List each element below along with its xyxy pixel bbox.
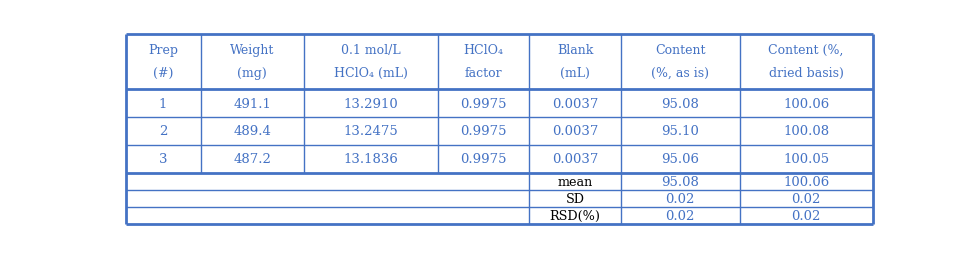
Text: Prep: Prep	[148, 43, 178, 56]
Text: 1: 1	[159, 97, 168, 110]
Text: 13.2475: 13.2475	[344, 125, 398, 138]
Text: 0.02: 0.02	[792, 192, 821, 205]
Text: (mL): (mL)	[560, 67, 590, 80]
Text: RSD(%): RSD(%)	[549, 209, 601, 222]
Text: Blank: Blank	[557, 43, 593, 56]
Text: 0.9975: 0.9975	[460, 125, 506, 138]
Text: 100.06: 100.06	[783, 175, 829, 188]
Text: 0.0037: 0.0037	[552, 97, 598, 110]
Text: (mg): (mg)	[238, 67, 267, 80]
Text: (%, as is): (%, as is)	[652, 67, 709, 80]
Text: (#): (#)	[153, 67, 173, 80]
Text: 13.1836: 13.1836	[343, 153, 398, 166]
Text: 0.02: 0.02	[792, 209, 821, 222]
Text: mean: mean	[557, 175, 593, 188]
Text: 100.06: 100.06	[783, 97, 829, 110]
Text: 2: 2	[159, 125, 168, 138]
Text: 100.08: 100.08	[783, 125, 829, 138]
Text: 0.0037: 0.0037	[552, 125, 598, 138]
Text: 100.05: 100.05	[783, 153, 829, 166]
Text: 95.06: 95.06	[661, 153, 699, 166]
Text: SD: SD	[566, 192, 584, 205]
Text: 0.9975: 0.9975	[460, 153, 506, 166]
Text: 13.2910: 13.2910	[344, 97, 398, 110]
Text: 487.2: 487.2	[234, 153, 271, 166]
Text: 489.4: 489.4	[234, 125, 271, 138]
Text: 0.02: 0.02	[665, 192, 695, 205]
Text: Weight: Weight	[230, 43, 275, 56]
Text: 0.02: 0.02	[665, 209, 695, 222]
Text: HClO₄: HClO₄	[464, 43, 504, 56]
Text: dried basis): dried basis)	[768, 67, 843, 80]
Text: Content (%,: Content (%,	[768, 43, 843, 56]
Text: 0.0037: 0.0037	[552, 153, 598, 166]
Text: 0.1 mol/L: 0.1 mol/L	[341, 43, 400, 56]
Text: factor: factor	[465, 67, 503, 80]
Text: 0.9975: 0.9975	[460, 97, 506, 110]
Text: HClO₄ (mL): HClO₄ (mL)	[334, 67, 408, 80]
Text: 95.10: 95.10	[661, 125, 699, 138]
Text: 491.1: 491.1	[234, 97, 271, 110]
Text: Content: Content	[656, 43, 705, 56]
Text: 95.08: 95.08	[661, 97, 699, 110]
Text: 3: 3	[159, 153, 168, 166]
Text: 95.08: 95.08	[661, 175, 699, 188]
